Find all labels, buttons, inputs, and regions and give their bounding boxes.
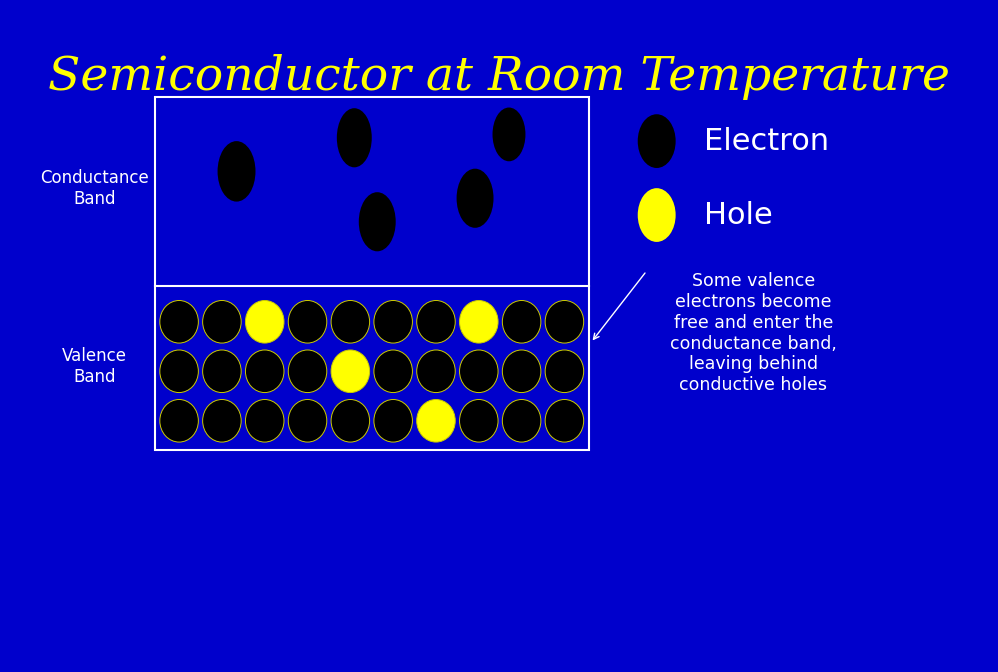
Text: Valence
Band: Valence Band [62, 347, 128, 386]
Ellipse shape [218, 141, 255, 202]
Ellipse shape [331, 300, 369, 343]
Ellipse shape [288, 300, 326, 343]
Ellipse shape [359, 192, 395, 251]
Text: Hole: Hole [704, 200, 772, 230]
Ellipse shape [374, 300, 412, 343]
Ellipse shape [545, 300, 584, 343]
Ellipse shape [502, 350, 541, 392]
Ellipse shape [203, 399, 242, 442]
Ellipse shape [246, 350, 284, 392]
Ellipse shape [374, 399, 412, 442]
Ellipse shape [459, 350, 498, 392]
Ellipse shape [203, 350, 242, 392]
Ellipse shape [288, 350, 326, 392]
Bar [155, 97, 589, 450]
Ellipse shape [331, 399, 369, 442]
Ellipse shape [336, 108, 371, 167]
Ellipse shape [160, 350, 199, 392]
Ellipse shape [545, 399, 584, 442]
Ellipse shape [160, 399, 199, 442]
Ellipse shape [246, 300, 284, 343]
Text: Some valence
electrons become
free and enter the
conductance band,
leaving behin: Some valence electrons become free and e… [670, 272, 837, 394]
Ellipse shape [502, 399, 541, 442]
Ellipse shape [417, 350, 455, 392]
Ellipse shape [160, 300, 199, 343]
Ellipse shape [493, 108, 525, 161]
Text: Electron: Electron [704, 126, 828, 156]
Ellipse shape [456, 169, 493, 228]
Text: Conductance
Band: Conductance Band [41, 169, 149, 208]
Ellipse shape [502, 300, 541, 343]
Ellipse shape [417, 300, 455, 343]
Ellipse shape [288, 399, 326, 442]
Ellipse shape [331, 350, 369, 392]
Ellipse shape [374, 350, 412, 392]
Ellipse shape [638, 114, 676, 168]
Ellipse shape [417, 399, 455, 442]
Ellipse shape [545, 350, 584, 392]
Ellipse shape [459, 300, 498, 343]
Ellipse shape [459, 399, 498, 442]
Ellipse shape [638, 188, 676, 242]
Text: Semiconductor at Room Temperature: Semiconductor at Room Temperature [48, 54, 950, 100]
Ellipse shape [246, 399, 284, 442]
Ellipse shape [203, 300, 242, 343]
